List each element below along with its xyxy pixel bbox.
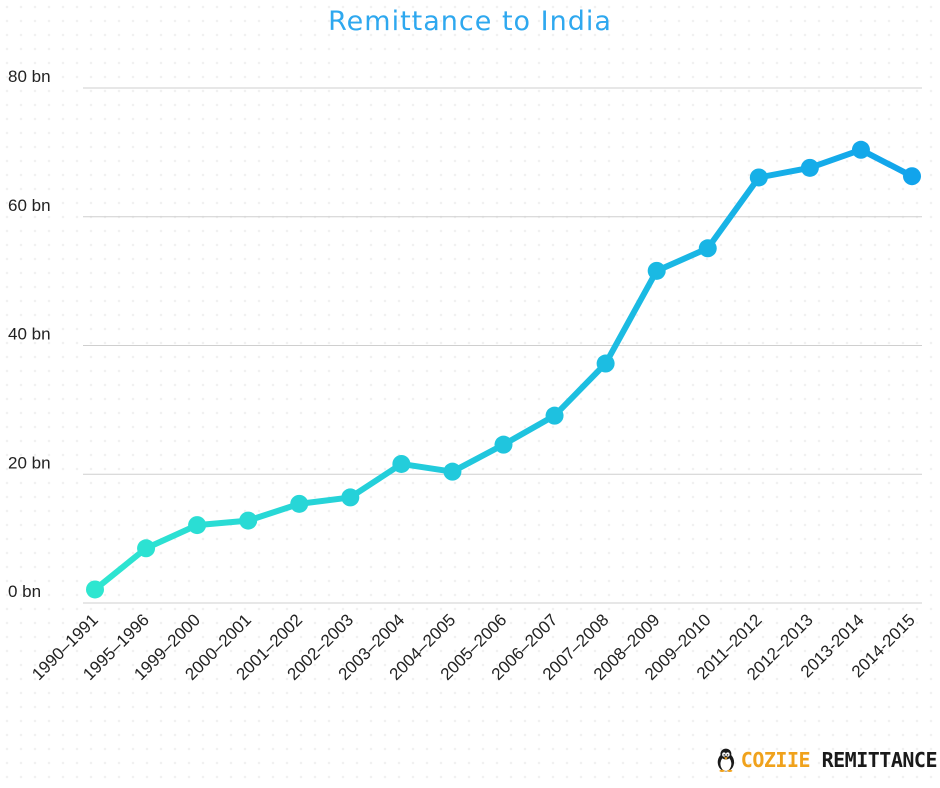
data-point — [698, 239, 717, 258]
y-tick-label: 20 bn — [8, 453, 51, 472]
data-point — [903, 167, 921, 186]
data-point — [341, 488, 360, 507]
series — [86, 140, 921, 599]
data-point — [443, 462, 462, 481]
penguin-icon — [717, 748, 735, 772]
data-point — [851, 140, 870, 159]
data-point — [545, 406, 564, 425]
brand-word-remittance: REMITTANCE — [821, 748, 938, 772]
y-tick-label: 80 bn — [8, 67, 51, 86]
data-point — [596, 354, 615, 373]
y-tick-label: 60 bn — [8, 196, 51, 215]
brand-name: COZIIE REMITTANCE — [740, 748, 938, 772]
data-point — [86, 580, 104, 599]
data-point — [800, 158, 819, 177]
y-axis-ticks: 0 bn 20 bn 40 bn 60 bn 80 bn — [8, 67, 51, 601]
data-point — [239, 511, 258, 530]
data-point — [749, 168, 768, 187]
data-point — [647, 261, 666, 280]
data-point — [188, 516, 207, 535]
data-point — [392, 454, 411, 473]
chart-title: Remittance to India — [328, 6, 612, 37]
data-point — [137, 539, 156, 558]
data-point — [290, 494, 309, 513]
data-point — [494, 435, 513, 454]
series-line — [92, 146, 915, 593]
gridlines — [83, 87, 922, 604]
y-tick-label: 0 bn — [8, 582, 41, 601]
brand-logo: COZIIE REMITTANCE — [715, 738, 938, 782]
x-axis-ticks: 1990–19911995–19961999–20002000–20012001… — [28, 610, 919, 684]
brand-word-cozie: COZIIE — [740, 748, 811, 772]
y-tick-label: 40 bn — [8, 325, 51, 344]
